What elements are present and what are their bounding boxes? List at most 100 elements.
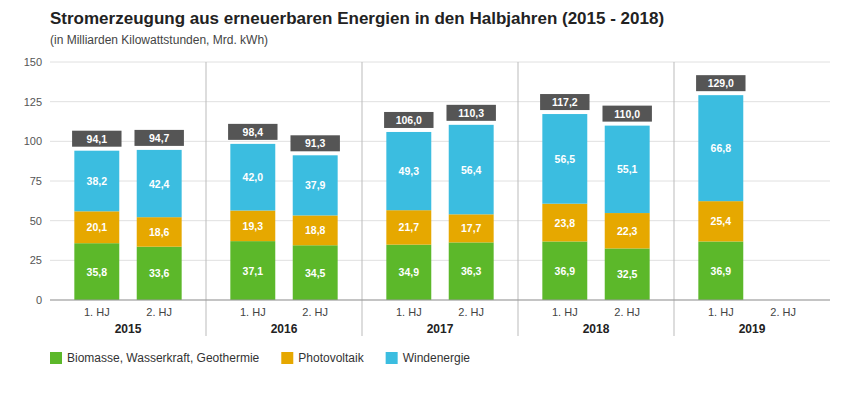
data-label: 25,4: [711, 215, 732, 227]
y-tick-label: 50: [30, 215, 42, 227]
total-label: 106,0: [396, 114, 422, 126]
group-label: 2019: [739, 322, 766, 336]
total-label: 91,3: [305, 137, 326, 149]
group-divider: [674, 62, 675, 336]
total-box: [228, 124, 277, 140]
y-tick-label: 150: [24, 56, 42, 68]
group-label: 2018: [583, 322, 610, 336]
x-tick-label: 1. HJ: [396, 306, 422, 318]
y-tick-label: 125: [24, 96, 42, 108]
total-box: [290, 135, 339, 151]
group-divider: [206, 62, 207, 336]
total-label: 110,3: [458, 107, 484, 119]
total-label: 94,7: [149, 132, 170, 144]
bar-segment: [230, 241, 275, 300]
data-label: 19,3: [243, 220, 264, 232]
data-label: 36,3: [461, 265, 482, 277]
data-label: 21,7: [399, 221, 420, 233]
data-label: 34,9: [399, 266, 420, 278]
x-axis: [50, 300, 830, 301]
bar-segment: [542, 241, 587, 300]
title: Stromerzeugung aus erneuerbaren Energien…: [50, 9, 664, 28]
legend-swatch: [50, 352, 62, 364]
data-label: 18,8: [305, 224, 326, 236]
x-tick-label: 2. HJ: [770, 306, 796, 318]
data-label: 49,3: [399, 165, 420, 177]
bar-segment: [293, 155, 338, 215]
legend-label: Photovoltaik: [298, 351, 364, 365]
legend-swatch: [281, 352, 293, 364]
total-box: [134, 130, 183, 146]
data-label: 23,8: [555, 217, 576, 229]
group-label: 2016: [271, 322, 298, 336]
bar-segment: [386, 245, 431, 300]
total-label: 110,0: [614, 108, 640, 120]
grid-line: [50, 300, 830, 301]
data-label: 22,3: [617, 225, 638, 237]
chart: Stromerzeugung aus erneuerbaren Energien…: [0, 0, 850, 400]
bar-segment: [293, 245, 338, 300]
x-tick-label: 1. HJ: [84, 306, 110, 318]
bar-segment: [605, 213, 650, 248]
data-label: 66,8: [711, 142, 732, 154]
bar-segment: [698, 95, 743, 201]
data-label: 56,5: [555, 153, 576, 165]
total-box: [540, 94, 589, 110]
bar-segment: [605, 126, 650, 213]
bar-segment: [74, 211, 119, 243]
bar-segment: [542, 204, 587, 242]
bar-segment: [74, 243, 119, 300]
x-tick-label: 2. HJ: [146, 306, 172, 318]
legend-swatch: [386, 352, 398, 364]
bar-segment: [605, 248, 650, 300]
data-label: 33,6: [149, 267, 170, 279]
bars: [74, 95, 743, 300]
labels: 35,8 20,1 38,2 94,1 33,6 18,6 42,4 94,7 37,1 19,3…: [72, 75, 745, 280]
bar-segment: [137, 247, 182, 300]
total-box: [72, 131, 121, 147]
bar-segment: [542, 114, 587, 204]
legend: Biomasse, Wasserkraft, Geothermie Photovo…: [50, 351, 470, 365]
x-tick-label: 1. HJ: [240, 306, 266, 318]
x-tick-label: 1. HJ: [552, 306, 578, 318]
data-label: 36,9: [711, 265, 732, 277]
total-label: 94,1: [87, 133, 108, 145]
bar-segment: [698, 201, 743, 241]
y-tick-label: 75: [30, 175, 42, 187]
data-label: 35,8: [87, 266, 108, 278]
data-label: 42,4: [149, 178, 170, 190]
bar-segment: [449, 125, 494, 214]
bar-segment: [230, 144, 275, 211]
data-label: 38,2: [87, 175, 108, 187]
data-label: 37,1: [243, 265, 264, 277]
total-box: [602, 106, 651, 122]
bar-segment: [386, 132, 431, 210]
bar-segment: [386, 210, 431, 244]
y-tick-label: 0: [36, 294, 42, 306]
data-label: 18,6: [149, 226, 170, 238]
grid: [50, 62, 830, 300]
total-box: [696, 75, 745, 91]
subtitle: (in Milliarden Kilowattstunden, Mrd. kWh…: [50, 33, 268, 47]
total-label: 129,0: [708, 77, 734, 89]
total-box: [384, 112, 433, 128]
data-label: 36,9: [555, 265, 576, 277]
total-label: 117,2: [552, 96, 578, 108]
data-label: 56,4: [461, 164, 482, 176]
grid-line: [50, 62, 830, 63]
group-label: 2015: [115, 322, 142, 336]
group-label: 2017: [427, 322, 454, 336]
data-label: 32,5: [617, 268, 638, 280]
bar-segment: [137, 217, 182, 247]
data-label: 55,1: [617, 163, 638, 175]
legend-label: Biomasse, Wasserkraft, Geothermie: [67, 351, 260, 365]
data-label: 20,1: [87, 221, 108, 233]
data-label: 34,5: [305, 267, 326, 279]
bar-segment: [293, 215, 338, 245]
bar-segment: [137, 150, 182, 217]
total-box: [446, 105, 495, 121]
group-divider: [362, 62, 363, 336]
x-tick-label: 1. HJ: [708, 306, 734, 318]
total-label: 98,4: [243, 126, 264, 138]
y-tick-label: 25: [30, 254, 42, 266]
